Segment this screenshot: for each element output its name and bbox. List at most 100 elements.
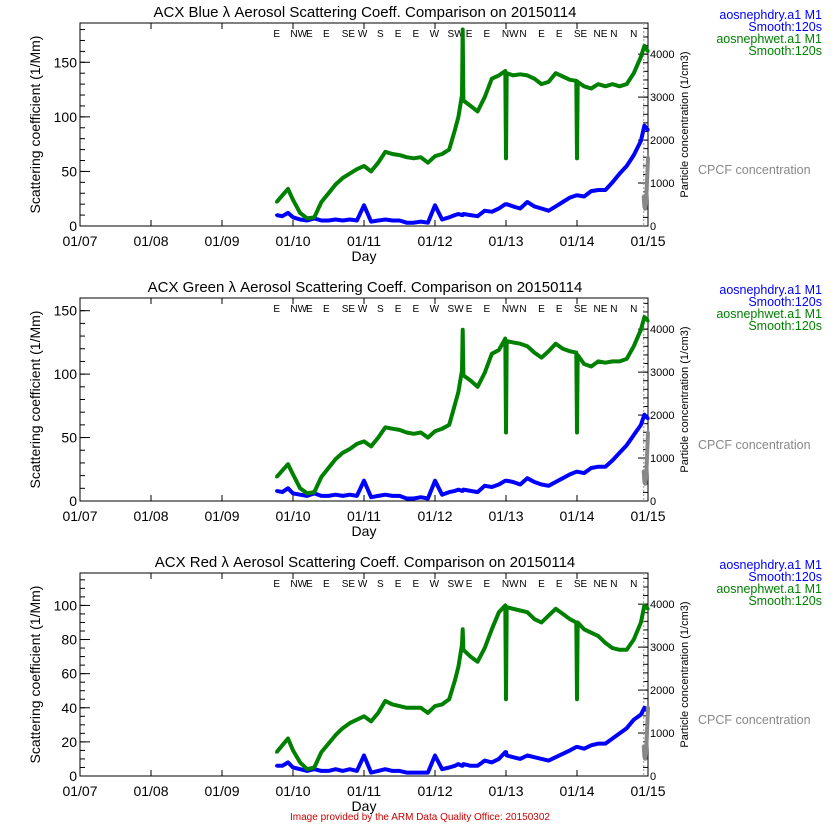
data-point xyxy=(610,458,615,462)
y2-tick-label: 0 xyxy=(650,771,656,783)
data-point xyxy=(280,468,284,473)
data-point xyxy=(582,194,586,199)
data-point xyxy=(440,493,444,497)
wind-direction-label: SE xyxy=(574,579,588,590)
y-tick-label: 40 xyxy=(61,700,77,716)
data-point xyxy=(596,359,600,364)
data-point xyxy=(639,423,643,427)
data-point xyxy=(504,156,508,160)
legend-entry: Smooth:120s xyxy=(748,570,822,584)
data-point xyxy=(433,479,437,483)
data-point xyxy=(547,80,551,84)
data-point xyxy=(447,490,451,494)
data-point xyxy=(412,706,416,710)
wind-direction-label: E xyxy=(556,29,563,40)
data-point xyxy=(376,161,380,165)
wind-direction-label: NW xyxy=(502,579,519,590)
data-point xyxy=(554,607,558,611)
data-point xyxy=(440,767,444,771)
data-point xyxy=(355,494,359,498)
legend-entry-cpcf: CPCF concentration xyxy=(698,713,811,727)
data-point xyxy=(369,495,373,499)
x-tick-label: 01/09 xyxy=(204,508,239,524)
data-point xyxy=(646,155,650,159)
data-point xyxy=(547,209,551,213)
data-point xyxy=(642,603,647,608)
data-point xyxy=(596,82,600,86)
data-point xyxy=(646,705,650,709)
data-point xyxy=(419,155,423,159)
data-point xyxy=(326,741,331,746)
data-point xyxy=(554,71,558,75)
data-point xyxy=(341,494,345,498)
wind-direction-label: E xyxy=(306,29,313,40)
data-point xyxy=(525,344,529,348)
y2-tick-label: 1000 xyxy=(650,178,674,190)
data-point xyxy=(341,451,345,455)
data-point xyxy=(582,627,586,631)
y-axis-label: Scattering coefficient (1/Mm) xyxy=(27,311,43,489)
wind-direction-label: N xyxy=(519,304,526,315)
data-point xyxy=(440,427,444,431)
data-point xyxy=(355,769,359,773)
data-point xyxy=(305,216,309,220)
data-point xyxy=(383,493,387,497)
data-point xyxy=(362,203,366,207)
chart-title: ACX Green λ Aerosol Scattering Coeff. Co… xyxy=(148,279,583,296)
data-point xyxy=(539,620,544,625)
data-point xyxy=(603,465,608,469)
data-point xyxy=(504,697,508,701)
data-point xyxy=(456,115,461,119)
data-point xyxy=(376,769,380,773)
data-point xyxy=(497,73,501,77)
data-point xyxy=(355,442,359,446)
data-point xyxy=(490,485,494,489)
data-point xyxy=(433,704,437,708)
data-point xyxy=(348,721,352,725)
data-point xyxy=(539,206,544,211)
y2-tick-label: 4000 xyxy=(650,599,674,611)
y-tick-label: 50 xyxy=(61,430,77,446)
data-point xyxy=(456,390,461,394)
data-point xyxy=(644,740,649,744)
data-point xyxy=(575,156,579,160)
data-point xyxy=(376,218,380,223)
wind-direction-label: W xyxy=(358,29,368,40)
data-point xyxy=(468,104,473,108)
data-point xyxy=(568,196,572,200)
wind-direction-label: E xyxy=(556,304,563,315)
data-point xyxy=(645,722,649,727)
data-point xyxy=(483,484,487,488)
wind-direction-label: W xyxy=(430,579,440,590)
data-point xyxy=(319,475,323,479)
data-point xyxy=(461,212,465,216)
wind-direction-label: E xyxy=(323,304,330,315)
data-point xyxy=(632,637,636,642)
wind-direction-label: E xyxy=(538,304,545,315)
wind-direction-label: N xyxy=(610,29,617,40)
data-point xyxy=(476,490,480,494)
x-tick-label: 01/12 xyxy=(417,508,452,524)
data-point xyxy=(468,764,473,768)
wind-direction-label: E xyxy=(483,579,490,590)
data-point xyxy=(447,215,451,219)
y2-axis-label: Particle concentration (1/cm3) xyxy=(679,51,691,197)
data-point xyxy=(644,477,648,482)
wind-direction-label: SW xyxy=(448,579,465,590)
wind-direction-label: E xyxy=(538,579,545,590)
data-point xyxy=(639,620,643,625)
plot-frame xyxy=(79,297,649,502)
data-point xyxy=(589,364,593,369)
x-tick-label: 01/12 xyxy=(417,783,452,799)
data-point xyxy=(319,769,323,773)
data-point xyxy=(280,214,284,218)
wind-direction-label: E xyxy=(412,29,419,40)
data-point xyxy=(625,726,629,730)
data-point xyxy=(355,718,359,722)
wind-direction-label: E xyxy=(395,29,402,40)
data-point xyxy=(447,148,451,152)
data-point xyxy=(341,218,345,223)
data-point xyxy=(319,218,323,223)
data-point xyxy=(348,767,352,771)
